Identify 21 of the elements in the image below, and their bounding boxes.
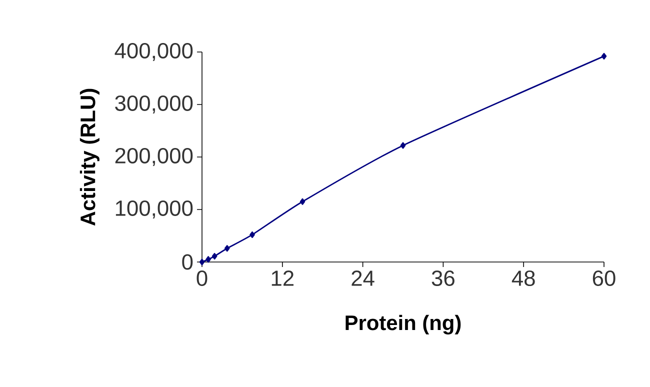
x-tick-label: 0 bbox=[196, 270, 208, 286]
point bbox=[224, 245, 230, 252]
point bbox=[400, 142, 406, 149]
x-tick-label: 12 bbox=[272, 270, 294, 286]
point bbox=[250, 231, 255, 238]
y-tick-label: 200,000 bbox=[115, 148, 193, 166]
y-tick-label: 300,000 bbox=[115, 95, 193, 114]
y-tick-label: 400,000 bbox=[114, 42, 193, 62]
x-tick-label: 48 bbox=[512, 270, 535, 286]
y-axis-title: Activity (RLU) bbox=[80, 88, 100, 226]
point bbox=[212, 252, 218, 260]
x-axis-title: Protein (ng) bbox=[346, 314, 461, 334]
x-tick-label: 24 bbox=[352, 270, 374, 286]
point bbox=[300, 198, 306, 205]
point bbox=[206, 256, 211, 263]
point bbox=[199, 258, 205, 266]
y-tick-label: 0 bbox=[182, 254, 193, 270]
y-tick-label: 100,000 bbox=[116, 200, 193, 219]
point bbox=[601, 52, 607, 60]
x-tick-label: 36 bbox=[432, 270, 454, 286]
x-tick-label: 60 bbox=[592, 270, 616, 286]
